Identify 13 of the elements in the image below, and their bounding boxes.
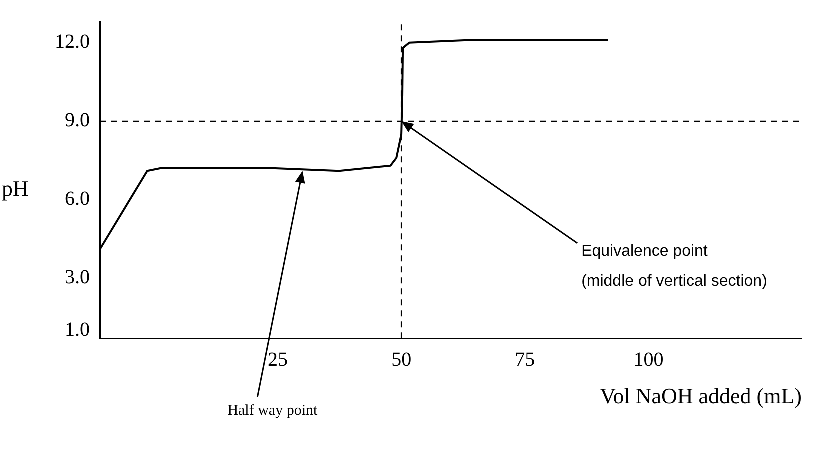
y-tick-label: 1.0 (65, 319, 90, 341)
x-tick-label: 75 (515, 348, 536, 371)
y-tick-label: 9.0 (65, 110, 90, 132)
y-axis-title: pH (2, 176, 29, 202)
y-tick-label: 6.0 (65, 188, 90, 210)
x-tick-label: 50 (392, 348, 412, 371)
annotation: Equivalence point (middle of vertical section) (582, 242, 768, 290)
x-tick-label: 25 (268, 348, 288, 371)
x-tick-label: 100 (634, 348, 664, 371)
x-axis-title: Vol NaOH added (mL) (600, 384, 802, 409)
y-tick-label: 3.0 (65, 266, 90, 289)
annotation: Half way point (228, 403, 318, 420)
y-tick-label: 12.0 (55, 31, 90, 54)
